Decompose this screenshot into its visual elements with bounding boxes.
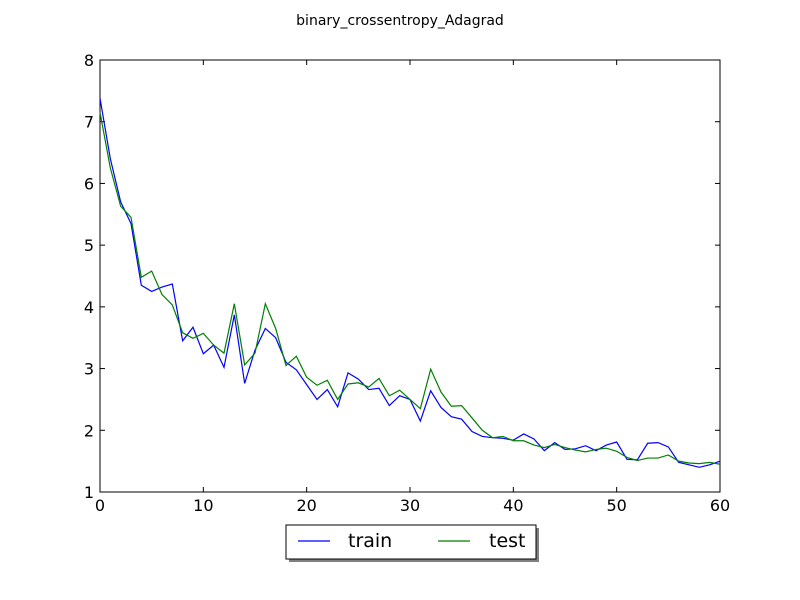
x-tick-label: 0 <box>95 496 105 515</box>
y-tick-label: 4 <box>84 298 94 317</box>
x-tick-label: 30 <box>400 496 420 515</box>
y-tick-label: 2 <box>84 421 94 440</box>
plot-frame <box>99 59 721 493</box>
x-tick-label: 50 <box>606 496 626 515</box>
y-tick-label: 3 <box>84 360 94 379</box>
legend-label-train: train <box>348 530 392 552</box>
legend: train test <box>285 524 539 562</box>
x-tick-label: 10 <box>193 496 213 515</box>
x-tick-label: 60 <box>710 496 730 515</box>
x-tick-label: 40 <box>503 496 523 515</box>
y-tick-label: 6 <box>84 174 94 193</box>
series-layer <box>99 98 721 468</box>
legend-box <box>285 524 537 560</box>
y-tick-label: 7 <box>84 113 94 132</box>
y-tick-label: 8 <box>84 51 94 70</box>
y-tick-label: 1 <box>84 483 94 502</box>
chart-title: binary_crossentropy_Adagrad <box>296 13 504 29</box>
y-tick-label: 5 <box>84 236 94 255</box>
axis-ticks: 0 10 20 30 40 50 60 1 2 3 4 5 6 7 8 <box>84 51 730 515</box>
x-tick-label: 20 <box>296 496 316 515</box>
series-line-test <box>99 112 721 465</box>
legend-label-test: test <box>489 530 526 552</box>
